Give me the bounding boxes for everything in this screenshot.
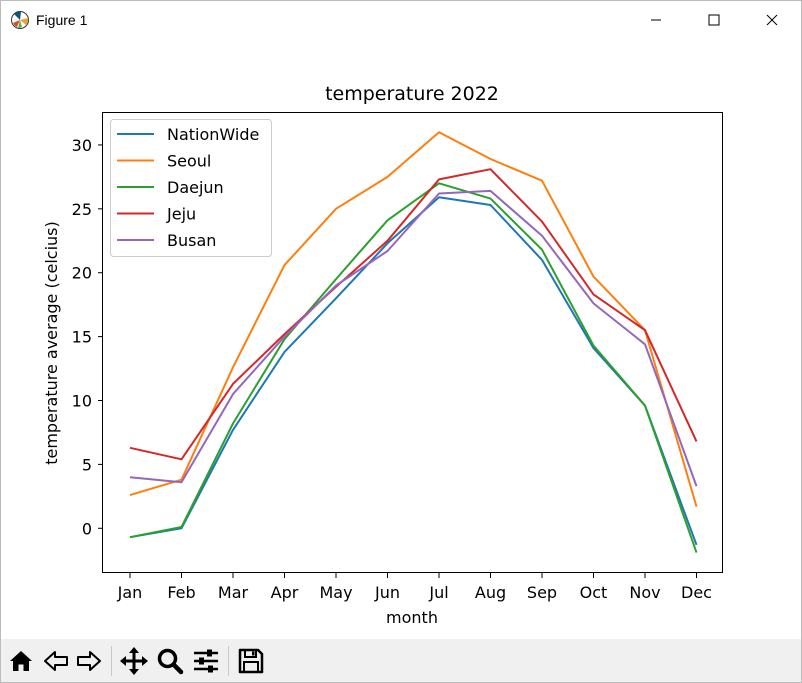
x-tick-label: Aug — [475, 583, 506, 602]
minimize-icon — [651, 19, 661, 21]
x-tick-label: Nov — [629, 583, 660, 602]
y-axis: 0 5 10 15 20 25 30 — [72, 136, 103, 538]
minimize-button[interactable] — [627, 1, 685, 39]
x-tick-label: Sep — [527, 583, 557, 602]
series-line-nationwide — [129, 196, 698, 546]
navigation-toolbar — [1, 639, 801, 682]
legend-label: Busan — [167, 231, 216, 250]
x-tick-label: Mar — [218, 583, 249, 602]
x-tick-label: Feb — [167, 583, 195, 602]
x-tick-label: Oct — [580, 583, 608, 602]
zoom-icon[interactable] — [155, 646, 185, 676]
x-tick-label: Jan — [117, 583, 143, 602]
legend-label: Jeju — [166, 205, 196, 224]
y-tick-label: 5 — [82, 455, 92, 474]
series-line-daejun — [129, 182, 698, 553]
series-line-busan — [129, 189, 698, 487]
close-icon — [766, 14, 778, 26]
series-line-seoul — [129, 131, 698, 507]
y-tick-label: 15 — [72, 328, 92, 347]
line-chart: temperature 2022 Jan Feb Mar Apr May Jun Jul Au… — [42, 83, 723, 627]
y-tick-label: 10 — [72, 392, 92, 411]
plot-area — [102, 112, 723, 573]
x-tick-label: Jul — [428, 583, 448, 602]
back-arrow-icon[interactable] — [41, 646, 71, 676]
home-icon[interactable] — [6, 646, 36, 676]
y-tick-label: 0 — [82, 519, 92, 538]
y-axis-label: temperature average (celcius) — [42, 221, 61, 465]
save-icon[interactable] — [236, 646, 266, 676]
x-axis: Jan Feb Mar Apr May Jun Jul Aug Sep Oct Nov Dec — [117, 573, 712, 602]
series-line-jeju — [129, 168, 698, 461]
legend-box — [110, 119, 272, 257]
legend-label: Daejun — [167, 178, 224, 197]
maximize-button[interactable] — [685, 1, 743, 39]
x-axis-label: month — [386, 608, 438, 627]
y-tick-label: 30 — [72, 136, 92, 155]
toolbar-separator — [228, 646, 229, 676]
maximize-icon — [708, 14, 720, 26]
legend: NationWide Seoul Daejun Jeju Busan — [110, 119, 272, 257]
y-tick-label: 25 — [72, 200, 92, 219]
move-icon[interactable] — [119, 646, 149, 676]
forward-arrow-icon[interactable] — [74, 646, 104, 676]
x-tick-label: May — [319, 583, 352, 602]
legend-label: NationWide — [167, 125, 259, 144]
matplotlib-icon — [11, 11, 29, 29]
x-tick-label: Jun — [374, 583, 400, 602]
x-tick-label: Apr — [271, 583, 299, 602]
toolbar-separator — [111, 646, 112, 676]
legend-label: Seoul — [167, 152, 211, 171]
plot-lines — [129, 131, 698, 553]
x-tick-label: Dec — [681, 583, 712, 602]
y-tick-label: 20 — [72, 264, 92, 283]
window-title: Figure 1 — [36, 12, 88, 28]
sliders-icon[interactable] — [191, 646, 221, 676]
figure-canvas[interactable]: temperature 2022 Jan Feb Mar Apr May Jun Jul Au… — [1, 39, 801, 639]
close-button[interactable] — [743, 1, 801, 39]
title-bar[interactable]: Figure 1 — [1, 1, 801, 39]
chart-title: temperature 2022 — [325, 83, 499, 105]
